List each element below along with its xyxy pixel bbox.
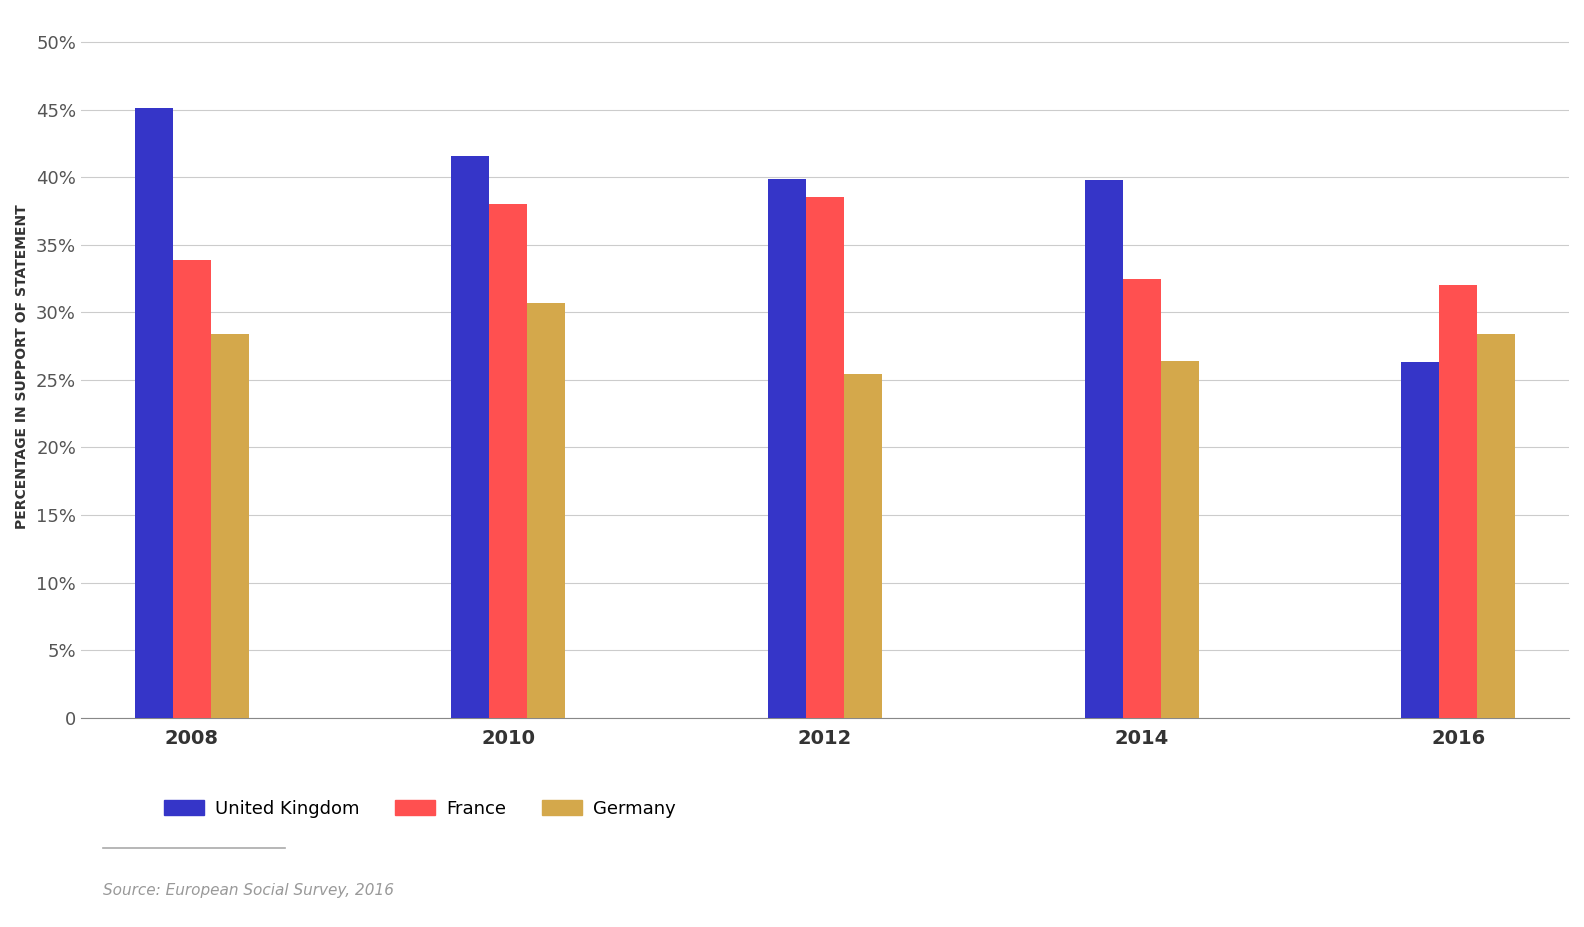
Bar <box>1161 361 1199 717</box>
Bar <box>135 108 173 717</box>
Bar <box>527 303 565 717</box>
Bar <box>1123 278 1161 717</box>
Legend: United Kingdom, France, Germany: United Kingdom, France, Germany <box>165 800 675 818</box>
Y-axis label: PERCENTAGE IN SUPPORT OF STATEMENT: PERCENTAGE IN SUPPORT OF STATEMENT <box>14 204 29 528</box>
Bar <box>211 334 249 717</box>
Bar <box>844 375 882 717</box>
Bar <box>173 260 211 717</box>
Bar <box>768 179 806 717</box>
Bar <box>1478 334 1516 717</box>
Bar <box>1440 286 1478 717</box>
Bar <box>1085 180 1123 717</box>
Bar <box>806 197 844 717</box>
Text: Source: European Social Survey, 2016: Source: European Social Survey, 2016 <box>103 883 394 897</box>
Bar <box>489 204 527 717</box>
Bar <box>1402 362 1440 717</box>
Bar <box>451 156 489 717</box>
